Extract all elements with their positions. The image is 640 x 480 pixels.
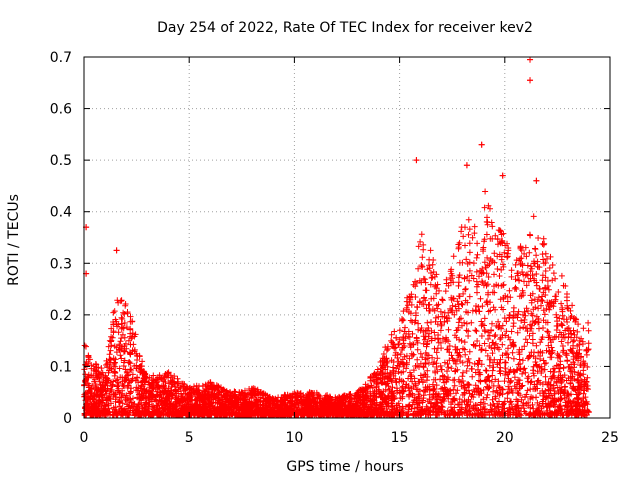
roti-outlier-point [527,77,534,84]
chart-title: Day 254 of 2022, Rate Of TEC Index for r… [157,20,533,36]
x-tick-label: 20 [496,430,514,446]
roti-outlier-point [478,141,485,148]
x-tick-label: 0 [80,430,89,446]
y-tick-label: 0.4 [50,205,72,221]
roti-scatter-points [81,56,592,419]
plot-frame [83,56,611,419]
grid-lines [84,57,610,418]
data-points [81,56,592,419]
y-tick-label: 0 [63,411,72,427]
x-tick-label: 15 [391,430,409,446]
axis-ticks [83,56,611,419]
x-tick-label: 10 [285,430,303,446]
roti-outlier-point [113,247,120,254]
roti-outlier-point [499,172,506,179]
y-tick-label: 0.3 [50,256,72,272]
x-tick-label: 5 [185,430,194,446]
roti-outlier-point [463,162,470,169]
roti-outlier-point [413,157,420,164]
y-tick-label: 0.1 [50,359,72,375]
y-tick-label: 0.7 [50,50,72,66]
x-tick-label: 25 [601,430,619,446]
y-tick-label: 0.6 [50,102,72,118]
tick-labels: 0 5 10 15 20 25 0 0.1 0.2 0.3 0.4 0.5 0.6 0.7 [50,50,619,446]
y-axis-label: ROTI / TECUs [6,194,22,286]
roti-outlier-point [527,56,534,63]
y-tick-label: 0.5 [50,153,72,169]
x-axis-label: GPS time / hours [286,459,403,475]
roti-outlier-point [533,177,540,184]
y-tick-label: 0.2 [50,308,72,324]
